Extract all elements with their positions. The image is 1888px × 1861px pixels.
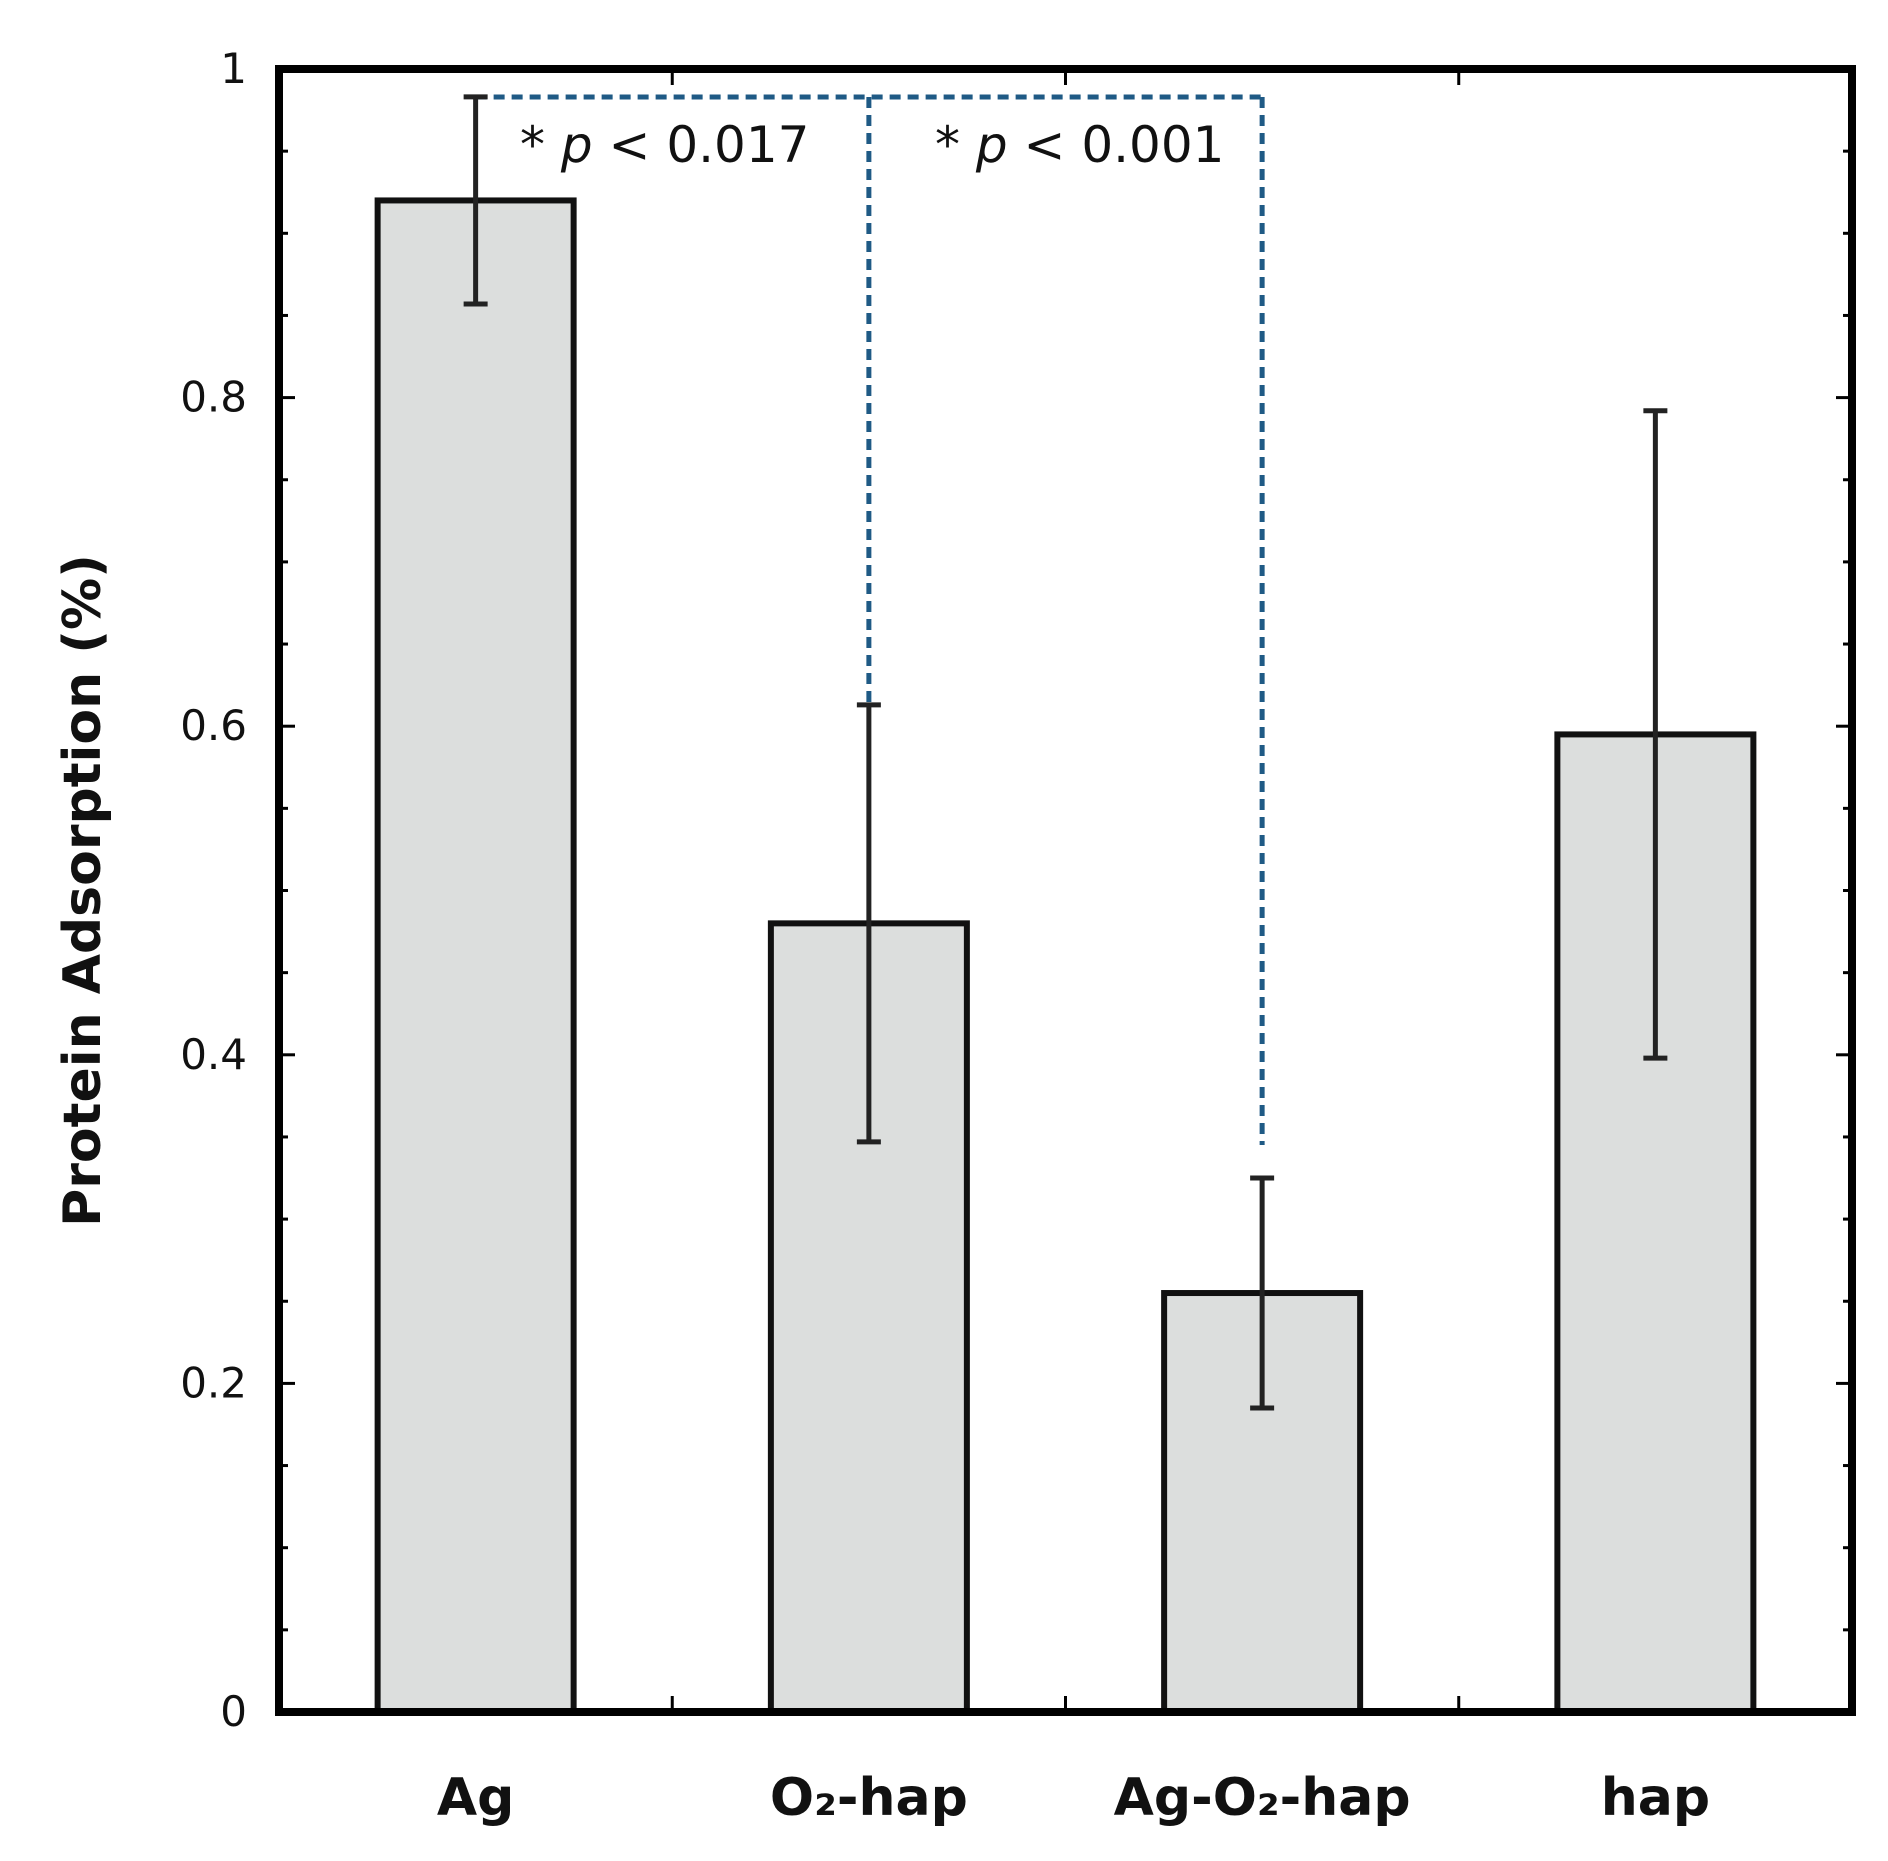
y-axis-title: Protein Adsorption (%) bbox=[53, 554, 113, 1227]
xtick-label: hap bbox=[1601, 1768, 1710, 1828]
error-bars bbox=[463, 94, 1668, 1411]
ytick-label: 0.2 bbox=[180, 1358, 247, 1407]
p-symbol: p bbox=[560, 116, 593, 174]
significance-label: * p < 0.017 bbox=[520, 116, 809, 174]
ytick-label: 1 bbox=[220, 44, 247, 93]
plot-frame bbox=[275, 65, 1856, 1716]
p-threshold: < 0.017 bbox=[593, 116, 810, 174]
ytick-label: 0.4 bbox=[180, 1030, 247, 1079]
xtick-label: Ag-O₂-hap bbox=[1114, 1768, 1411, 1828]
significance-brackets bbox=[475, 94, 1265, 1145]
ytick-label: 0 bbox=[220, 1687, 247, 1736]
significance-star: * bbox=[520, 116, 561, 174]
annotations: * p < 0.017 * p < 0.001 bbox=[520, 116, 1224, 174]
significance-label: * p < 0.001 bbox=[935, 116, 1224, 174]
axis-labels: 0 0.2 0.4 0.6 0.8 1 Ag O₂-hap Ag-O₂-hap hap bbox=[180, 44, 1710, 1828]
ytick-label: 0.8 bbox=[180, 373, 247, 422]
xtick-label: O₂-hap bbox=[770, 1768, 968, 1828]
p-symbol: p bbox=[975, 116, 1008, 174]
bars-layer bbox=[374, 197, 1757, 1716]
xtick-label: Ag bbox=[437, 1768, 514, 1828]
ytick-label: 0.6 bbox=[180, 701, 247, 750]
significance-star: * bbox=[935, 116, 976, 174]
p-threshold: < 0.001 bbox=[1008, 116, 1225, 174]
bar-0 bbox=[374, 197, 577, 1716]
